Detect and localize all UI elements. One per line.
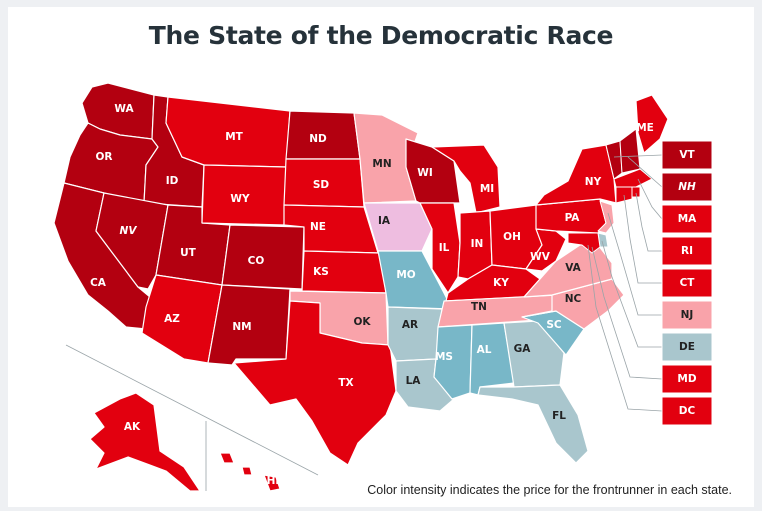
state-label-CO: CO: [248, 255, 265, 267]
state-label-UT: UT: [180, 247, 197, 259]
state-shape-AK[interactable]: [89, 392, 201, 492]
state-label-WI: WI: [417, 167, 433, 179]
state-label-IL: IL: [439, 242, 450, 254]
callout-CT[interactable]: CT: [661, 268, 713, 298]
state-shape-NJ[interactable]: [597, 200, 615, 234]
callout-label-VT: VT: [679, 149, 695, 161]
state-label-KY: KY: [493, 277, 509, 289]
state-label-LA: LA: [406, 375, 422, 387]
state-label-OK: OK: [353, 316, 371, 328]
state-label-KS: KS: [313, 266, 329, 278]
callout-label-CT: CT: [680, 277, 696, 289]
state-label-NM: NM: [232, 321, 251, 333]
map-card: The State of the Democratic Race: [8, 7, 754, 507]
state-label-OH: OH: [503, 231, 521, 243]
callout-label-RI: RI: [681, 245, 693, 257]
state-label-MI: MI: [480, 183, 494, 195]
state-label-NC: NC: [565, 293, 582, 305]
state-shape-NY[interactable]: [535, 144, 617, 206]
state-shape-WV[interactable]: [525, 228, 567, 272]
state-label-ND: ND: [309, 133, 327, 145]
map-title: The State of the Democratic Race: [148, 21, 614, 50]
state-label-WA: WA: [114, 103, 134, 115]
state-label-HI: HI: [267, 475, 280, 487]
us-map: WA OR CA ID NV UT AZ MT WY CO NM ND SD N…: [53, 82, 713, 492]
inset-divider-line: [65, 344, 319, 476]
state-label-IN: IN: [471, 238, 484, 250]
callout-label-NJ: NJ: [681, 309, 694, 321]
state-label-AL: AL: [477, 344, 492, 356]
state-shape-AR[interactable]: [387, 306, 443, 362]
callout-DC[interactable]: DC: [661, 396, 713, 426]
state-label-ID: ID: [166, 175, 179, 187]
leader-line-de: [601, 240, 662, 348]
state-shapes: [53, 82, 669, 492]
state-label-WY: WY: [230, 193, 250, 205]
callout-label-NH: NH: [678, 181, 696, 193]
callout-label-MD: MD: [677, 373, 696, 385]
callout-label-DC: DC: [679, 405, 696, 417]
leader-line-ct: [623, 194, 662, 284]
state-label-ME: ME: [636, 122, 654, 134]
leader-line-nj: [607, 212, 662, 316]
callout-MA[interactable]: MA: [661, 204, 713, 234]
state-shape-MA[interactable]: [613, 168, 653, 188]
callout-RI[interactable]: RI: [661, 236, 713, 266]
callout-label-MA: MA: [678, 213, 697, 225]
leader-line-ri: [635, 192, 662, 252]
callout-MD[interactable]: MD: [661, 364, 713, 394]
leader-line-ma: [637, 178, 663, 220]
state-labels: WA OR CA ID NV UT AZ MT WY CO NM ND SD N…: [90, 103, 654, 487]
state-shape-HI[interactable]: [219, 452, 281, 492]
leader-line-dc: [587, 244, 663, 412]
state-label-MS: MS: [435, 351, 453, 363]
callout-label-DE: DE: [679, 341, 695, 353]
state-label-SC: SC: [546, 319, 562, 331]
state-label-WV: WV: [530, 251, 551, 263]
state-label-SD: SD: [313, 179, 330, 191]
state-label-AR: AR: [402, 319, 418, 331]
callout-NJ[interactable]: NJ: [661, 300, 713, 330]
state-label-IA: IA: [378, 215, 391, 227]
state-shape-NC[interactable]: [521, 278, 625, 330]
state-label-PA: PA: [565, 212, 581, 224]
state-label-NY: NY: [585, 176, 602, 188]
state-shape-NH[interactable]: [619, 128, 641, 174]
state-shape-ME[interactable]: [635, 94, 669, 154]
state-label-FL: FL: [552, 410, 566, 422]
state-shape-TX[interactable]: [233, 300, 397, 466]
small-state-callouts: VT NH MA RI CT NJ DE MD DC: [661, 140, 713, 426]
state-shape-RI[interactable]: [631, 186, 641, 198]
state-shape-IA[interactable]: [363, 202, 433, 252]
state-label-MO: MO: [396, 269, 415, 281]
state-shape-NM[interactable]: [207, 284, 291, 366]
leader-line-vt: [613, 154, 663, 158]
state-label-GA: GA: [514, 343, 532, 355]
state-label-CA: CA: [90, 277, 107, 289]
state-label-VA: VA: [565, 262, 581, 274]
small-state-shapes: [567, 128, 653, 254]
callout-NH[interactable]: NH: [661, 172, 713, 202]
leader-line-nh: [627, 156, 663, 188]
state-label-NV: NV: [120, 225, 138, 237]
callout-DE[interactable]: DE: [661, 332, 713, 362]
state-label-MN: MN: [372, 158, 391, 170]
state-label-OR: OR: [95, 151, 112, 163]
state-shape-FL[interactable]: [477, 384, 589, 464]
state-label-AK: AK: [124, 421, 141, 433]
leader-line-md: [591, 246, 663, 380]
callout-VT[interactable]: VT: [661, 140, 713, 170]
state-label-TX: TX: [338, 377, 353, 389]
state-label-NE: NE: [310, 221, 326, 233]
leader-lines: [65, 154, 663, 491]
state-label-TN: TN: [471, 301, 487, 313]
map-caption: Color intensity indicates the price for …: [367, 483, 732, 497]
state-shape-IL[interactable]: [419, 202, 461, 294]
state-label-AZ: AZ: [164, 313, 180, 325]
state-label-MT: MT: [225, 131, 243, 143]
